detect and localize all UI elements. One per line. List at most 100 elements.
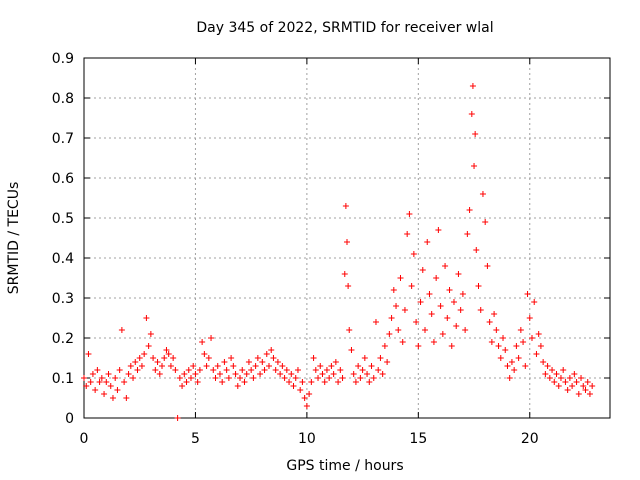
x-tick-label: 0 (80, 431, 89, 447)
data-point (415, 343, 422, 349)
data-point (537, 343, 544, 349)
data-point (520, 339, 527, 345)
x-axis-label: GPS time / hours (286, 458, 403, 474)
data-point (114, 387, 121, 393)
data-point (381, 343, 388, 349)
data-point (524, 291, 531, 297)
data-point (495, 343, 502, 349)
data-point (426, 291, 433, 297)
axis-ticks (83, 57, 610, 419)
y-axis-label: SRMTID / TECUs (6, 182, 22, 295)
data-point (361, 355, 368, 361)
data-point (337, 367, 344, 373)
data-point (580, 383, 587, 389)
data-point (352, 379, 359, 385)
data-point (339, 375, 346, 381)
data-point (450, 299, 457, 305)
data-point (292, 375, 299, 381)
data-point (152, 367, 159, 373)
y-tick-label: 0.9 (52, 51, 74, 67)
data-point (234, 383, 241, 389)
data-point (183, 379, 190, 385)
data-point (167, 363, 174, 369)
y-tick-label: 0.1 (52, 371, 74, 387)
data-point (212, 375, 219, 381)
data-point (571, 371, 578, 377)
data-point (243, 371, 250, 377)
data-point (181, 371, 188, 377)
data-point (448, 343, 455, 349)
data-point (190, 363, 197, 369)
data-point (109, 395, 116, 401)
data-point (553, 371, 560, 377)
data-point (464, 231, 471, 237)
data-point (172, 367, 179, 373)
data-point (439, 331, 446, 337)
data-point (410, 251, 417, 257)
data-point (216, 371, 223, 377)
data-point (355, 363, 362, 369)
data-point (107, 383, 114, 389)
data-point (96, 379, 103, 385)
data-point (272, 367, 279, 373)
data-point (221, 359, 228, 365)
y-tick-label: 0.2 (52, 331, 74, 347)
data-point (132, 359, 139, 365)
data-point (150, 355, 157, 361)
data-point (401, 307, 408, 313)
data-point (544, 363, 551, 369)
data-point (482, 219, 489, 225)
data-point (261, 367, 268, 373)
data-point (319, 371, 326, 377)
data-point (237, 375, 244, 381)
data-point (281, 375, 288, 381)
data-point (549, 367, 556, 373)
data-point (248, 367, 255, 373)
data-point (348, 347, 355, 353)
data-point (265, 363, 272, 369)
data-point (472, 131, 479, 137)
data-point (299, 379, 306, 385)
data-point (147, 331, 154, 337)
data-point (462, 327, 469, 333)
data-point (422, 327, 429, 333)
data-point (350, 371, 357, 377)
data-point (433, 275, 440, 281)
data-point (397, 275, 404, 281)
data-point (174, 415, 181, 421)
data-point (277, 371, 284, 377)
data-point (330, 371, 337, 377)
data-point (214, 363, 221, 369)
data-point (466, 207, 473, 213)
data-point (526, 315, 533, 321)
data-point (372, 319, 379, 325)
data-point (488, 339, 495, 345)
data-point (493, 327, 500, 333)
data-point (118, 327, 125, 333)
data-point (569, 383, 576, 389)
data-point (317, 363, 324, 369)
data-point (424, 239, 431, 245)
data-point (455, 271, 462, 277)
data-point (435, 227, 442, 233)
data-point (83, 383, 90, 389)
data-point (446, 287, 453, 293)
data-point (346, 327, 353, 333)
data-point (176, 375, 183, 381)
data-point (208, 335, 215, 341)
data-point (263, 351, 270, 357)
data-point (205, 355, 212, 361)
data-point (377, 355, 384, 361)
data-point (406, 211, 413, 217)
data-point (491, 311, 498, 317)
data-point (457, 307, 464, 313)
data-point (290, 383, 297, 389)
data-point (306, 391, 313, 397)
data-point (194, 379, 201, 385)
data-point (430, 339, 437, 345)
data-point (417, 299, 424, 305)
data-point (94, 367, 101, 373)
data-point (225, 375, 232, 381)
data-points (81, 83, 596, 421)
data-point (584, 379, 591, 385)
